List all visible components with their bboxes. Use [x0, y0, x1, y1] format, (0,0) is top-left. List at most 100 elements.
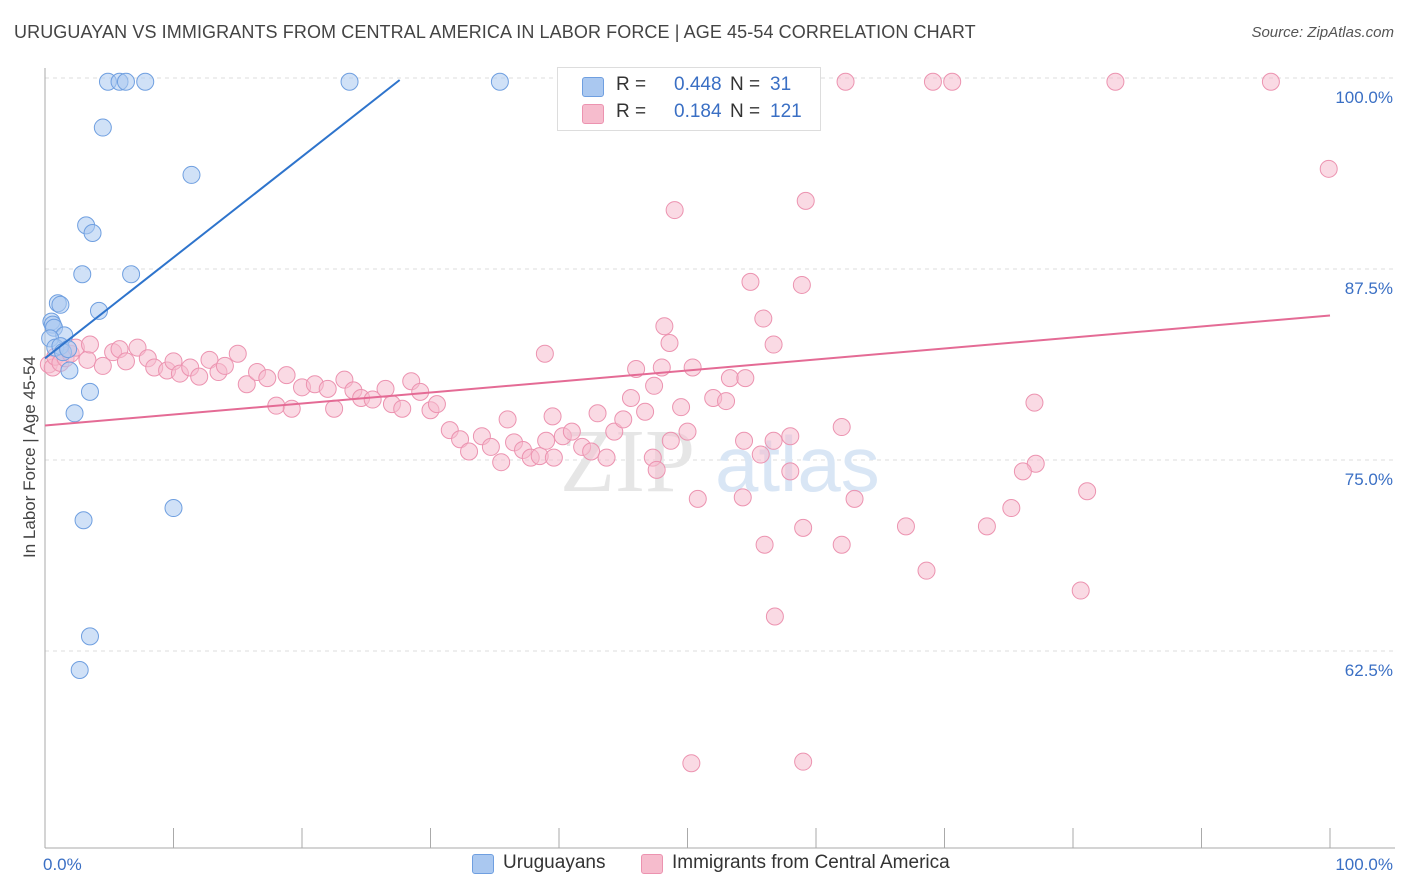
- blue-point: [164, 499, 183, 518]
- axes: [44, 68, 1395, 849]
- pink-point: [1013, 462, 1032, 481]
- pink-point: [836, 72, 855, 91]
- pink-point: [655, 317, 674, 336]
- pink-point: [627, 359, 646, 378]
- pink-point: [1071, 581, 1090, 600]
- pink-point: [544, 448, 563, 467]
- pink-point: [237, 375, 256, 394]
- blue-point: [51, 295, 70, 314]
- legend-r-value: 0.448: [674, 74, 722, 95]
- pink-point: [481, 437, 500, 456]
- pink-point: [325, 399, 344, 418]
- blue-point: [70, 661, 89, 679]
- blue-point: [116, 72, 135, 91]
- pink-point-series: [39, 72, 1338, 773]
- pink-point: [318, 379, 337, 398]
- stats-legend: R = 0.448 N = 31 R = 0.184 N = 121: [557, 67, 821, 131]
- pink-point: [661, 431, 680, 450]
- x-tick-label: 0.0%: [43, 855, 82, 874]
- blue-point: [73, 265, 92, 284]
- legend-n-value: 31: [770, 74, 792, 95]
- pink-point: [720, 369, 739, 388]
- pink-point: [537, 431, 556, 450]
- pink-point: [393, 399, 412, 418]
- pink-point: [277, 366, 296, 385]
- pink-point: [845, 489, 864, 508]
- pink-point: [682, 754, 701, 773]
- pink-point: [794, 518, 813, 537]
- blue-point: [83, 223, 102, 242]
- pink-point: [228, 344, 247, 363]
- blue-trend-line: [44, 79, 401, 360]
- pink-point: [588, 404, 607, 423]
- pink-point: [683, 358, 702, 377]
- blue-point: [80, 382, 99, 401]
- legend-label: Immigrants from Central America: [672, 852, 950, 873]
- pink-trend-line: [44, 314, 1331, 427]
- y-tick-label: 100.0%: [1335, 88, 1393, 107]
- pink-point: [78, 350, 97, 369]
- watermark-zip: ZIP: [560, 412, 695, 511]
- tick-labels: 100.0% 87.5% 75.0% 62.5% 0.0% 100.0%: [43, 88, 1393, 874]
- pink-point: [781, 427, 800, 446]
- y-axis-label: In Labor Force | Age 45-54: [20, 356, 39, 558]
- pink-point: [943, 72, 962, 91]
- legend-r-label: R =: [616, 74, 647, 95]
- pink-point: [765, 607, 784, 626]
- pink-point: [733, 488, 752, 507]
- pink-point: [282, 399, 301, 418]
- pink-point: [1002, 499, 1021, 518]
- pink-point: [688, 489, 707, 508]
- source-label: Source: ZipAtlas.com: [1251, 24, 1394, 41]
- pink-point: [923, 72, 942, 91]
- blue-point: [59, 340, 78, 359]
- pink-point: [376, 379, 395, 398]
- pink-point: [1078, 482, 1097, 501]
- pink-point: [1319, 159, 1338, 178]
- blue-point: [490, 72, 509, 91]
- pink-point: [258, 369, 277, 388]
- x-tick-label: 100.0%: [1335, 855, 1393, 874]
- pink-point: [597, 448, 616, 467]
- pink-point: [116, 352, 135, 371]
- pink-point: [190, 367, 209, 386]
- blue-point: [60, 361, 79, 380]
- legend-r-value: 0.184: [674, 101, 722, 122]
- pink-point: [735, 431, 754, 450]
- pink-point: [792, 275, 811, 294]
- pink-point: [636, 402, 655, 421]
- pink-point: [543, 407, 562, 426]
- blue-point: [340, 72, 359, 91]
- pink-point: [498, 410, 517, 429]
- pink-point: [582, 442, 601, 461]
- pink-point: [451, 430, 470, 449]
- gridlines: [45, 77, 1395, 652]
- pink-point: [492, 453, 511, 472]
- chart-title: URUGUAYAN VS IMMIGRANTS FROM CENTRAL AME…: [14, 22, 976, 42]
- y-tick-label: 87.5%: [1345, 279, 1393, 298]
- blue-point: [89, 301, 108, 320]
- blue-point: [136, 72, 155, 91]
- pink-point: [796, 191, 815, 210]
- pink-point: [621, 389, 640, 408]
- blue-point: [74, 511, 93, 530]
- legend-swatch-blue: [472, 854, 494, 874]
- blue-point: [93, 118, 112, 137]
- pink-point: [917, 561, 936, 580]
- pink-point: [535, 344, 554, 363]
- pink-point: [200, 350, 219, 369]
- pink-point: [460, 442, 479, 461]
- legend-n-label: N =: [730, 74, 761, 95]
- pink-point: [764, 431, 783, 450]
- pink-point: [977, 517, 996, 536]
- blue-point: [182, 165, 201, 184]
- legend-n-value: 121: [770, 101, 802, 122]
- pink-point: [1025, 393, 1044, 412]
- pink-point: [605, 422, 624, 441]
- legend-swatch-blue: [582, 77, 604, 97]
- pink-point: [647, 460, 666, 479]
- pink-point: [660, 334, 679, 353]
- pink-point: [832, 418, 851, 437]
- pink-point: [215, 356, 234, 375]
- pink-point: [896, 517, 915, 536]
